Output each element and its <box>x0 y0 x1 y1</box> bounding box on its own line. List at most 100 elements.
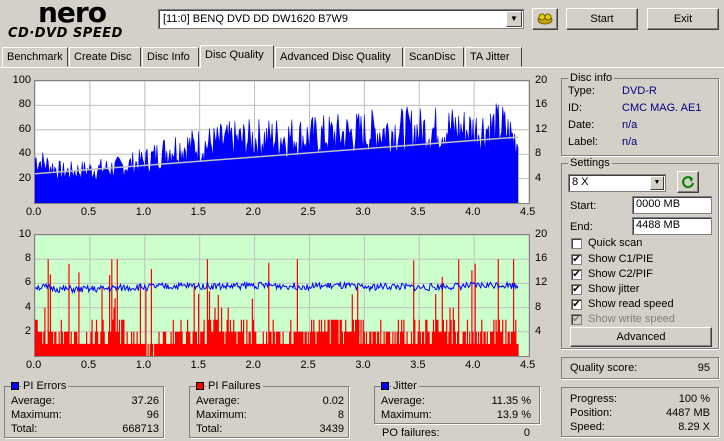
pi-errors-swatch <box>11 382 19 390</box>
refresh-icon <box>682 176 694 189</box>
show-write-checkbox: ✔ <box>571 314 582 325</box>
start-button-label: Start <box>590 13 614 25</box>
pi-errors-area <box>35 103 519 203</box>
x-tick-label: 4.5 <box>520 359 536 371</box>
advanced-button[interactable]: Advanced <box>570 327 712 347</box>
show-write-label: Show write speed <box>588 313 675 325</box>
disc-info-group: Disc info Type: DVD-R ID: CMC MAG. AE1 D… <box>561 72 719 156</box>
drive-info-button[interactable] <box>532 8 558 30</box>
jitter-avg-label: Average: <box>381 395 425 407</box>
read-speed-line <box>35 136 519 175</box>
y2-tick-label: 8 <box>535 300 542 313</box>
start-input[interactable]: 0000 MB <box>632 196 712 214</box>
y-tick-label: 6 <box>24 276 31 289</box>
tab-panel-border <box>0 67 724 68</box>
pi-errors-avg-label: Average: <box>11 395 55 407</box>
y2-tick-label: 20 <box>535 74 548 86</box>
disc-type-value: DVD-R <box>622 85 657 97</box>
x-tick-label: 3.0 <box>355 206 371 218</box>
drive-select[interactable]: [11:0] BENQ DVD DD DW1620 B7W9 ▼ <box>158 9 524 29</box>
logo-brand: nero <box>38 0 107 29</box>
jitter-max-label: Maximum: <box>381 409 432 421</box>
pi-errors-title: PI Errors <box>21 380 69 392</box>
quick-scan-checkbox[interactable] <box>571 238 582 249</box>
progress-value: 100 % <box>678 393 710 405</box>
y-tick-label: 2 <box>24 324 31 337</box>
show-read-checkbox[interactable]: ✔ <box>571 299 582 310</box>
x-tick-label: 3.0 <box>355 359 371 371</box>
show-jitter-checkbox[interactable]: ✔ <box>571 284 582 295</box>
x-tick-label: 3.5 <box>410 206 426 218</box>
pi-failures-swatch <box>196 382 204 390</box>
tab-label: Advanced Disc Quality <box>280 51 391 63</box>
show-c2-label[interactable]: Show C2/PIF <box>588 268 653 280</box>
logo-product: CD·DVD SPEED <box>8 26 123 41</box>
x-tick-label: 2.5 <box>300 206 316 218</box>
show-jitter-label[interactable]: Show jitter <box>588 283 640 295</box>
tab-benchmark[interactable]: Benchmark <box>2 47 68 67</box>
jitter-max-value: 13.9 % <box>496 409 531 421</box>
show-c2-checkbox[interactable]: ✔ <box>571 269 582 280</box>
pi-errors-chart <box>34 80 530 204</box>
disc-drive-icon <box>537 13 553 25</box>
disc-id-value: CMC MAG. AE1 <box>622 102 702 114</box>
x-tick-label: 2.0 <box>245 359 261 371</box>
pi-failures-chart <box>34 234 530 357</box>
tab-disc-quality[interactable]: Disc Quality <box>200 45 274 68</box>
speed-select[interactable]: 8 X ▼ <box>568 174 666 192</box>
exit-button[interactable]: Exit <box>647 8 719 30</box>
y-tick-label: 8 <box>24 252 31 265</box>
chevron-down-icon[interactable]: ▼ <box>506 11 522 27</box>
y2-tick-label: 12 <box>535 122 548 135</box>
tab-advanced-disc-quality[interactable]: Advanced Disc Quality <box>275 47 403 67</box>
quality-score-label: Quality score: <box>570 362 638 374</box>
x-tick-label: 3.5 <box>410 359 426 371</box>
settings-title: Settings <box>568 157 612 169</box>
tab-label: Disc Quality <box>205 49 264 61</box>
tab-label: Benchmark <box>7 51 63 63</box>
end-input-value: 4488 MB <box>636 219 681 231</box>
disc-date-value: n/a <box>622 119 638 131</box>
pi-failures-max-label: Maximum: <box>196 409 247 421</box>
progress-label: Progress: <box>570 393 618 405</box>
quality-score-group: Quality score: 95 <box>561 357 719 379</box>
start-label: Start: <box>570 200 597 212</box>
position-value: 4487 MB <box>665 407 710 419</box>
position-label: Position: <box>570 407 613 419</box>
disc-type-label: Type: <box>568 85 595 97</box>
x-tick-label: 1.0 <box>135 206 152 218</box>
nero-logo: nero CD·DVD SPEED <box>8 0 148 46</box>
x-tick-label: 0.0 <box>26 206 42 218</box>
pi-failures-total-value: 3439 <box>319 423 344 435</box>
pi-failures-title: PI Failures <box>206 380 263 392</box>
chevron-down-icon[interactable]: ▼ <box>650 176 664 190</box>
start-input-value: 0000 MB <box>636 198 681 210</box>
tab-ta-jitter[interactable]: TA Jitter <box>465 47 522 67</box>
y-tick-label: 40 <box>18 147 31 160</box>
disc-label-value: n/a <box>622 136 638 148</box>
x-tick-label: 0.0 <box>26 359 42 371</box>
pi-failures-max-value: 8 <box>337 409 344 421</box>
y2-tick-label: 16 <box>535 252 548 265</box>
po-failures-label: PO failures: <box>382 427 440 439</box>
show-c1-label[interactable]: Show C1/PIE <box>588 253 654 265</box>
start-button[interactable]: Start <box>566 8 638 30</box>
pi-failures-chart-svg <box>35 235 529 356</box>
y-tick-label: 10 <box>18 228 31 240</box>
quick-scan-label[interactable]: Quick scan <box>588 237 643 249</box>
tab-create-disc[interactable]: Create Disc <box>69 47 141 67</box>
end-input[interactable]: 4488 MB <box>632 217 712 235</box>
tab-disc-info[interactable]: Disc Info <box>142 47 199 67</box>
show-c1-checkbox[interactable]: ✔ <box>571 254 582 265</box>
y-tick-label: 80 <box>18 98 31 111</box>
tab-scandisc[interactable]: ScanDisc <box>404 47 464 67</box>
drive-select-value: [11:0] BENQ DVD DD DW1620 B7W9 <box>163 13 349 25</box>
speed-select-value: 8 X <box>572 176 589 188</box>
pi-errors-max-label: Maximum: <box>11 409 62 421</box>
x-tick-label: 1.5 <box>190 206 206 218</box>
show-read-label[interactable]: Show read speed <box>588 298 674 310</box>
y-tick-label: 100 <box>12 74 31 86</box>
y-tick-label: 20 <box>18 171 31 184</box>
refresh-button[interactable] <box>677 171 699 193</box>
pi-errors-total-value: 668713 <box>122 423 159 435</box>
